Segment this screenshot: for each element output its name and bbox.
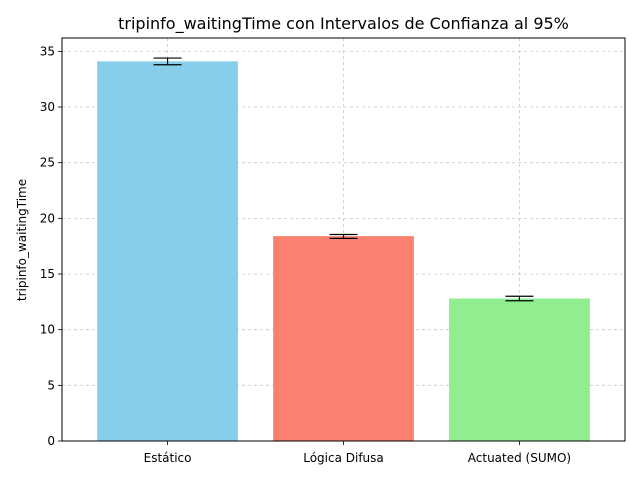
bar bbox=[97, 61, 238, 442]
y-tick-label: 25 bbox=[40, 156, 55, 170]
x-axis: Estático Lógica Difusa Actuated (SUMO) bbox=[144, 441, 571, 465]
y-tick-label: 20 bbox=[40, 211, 55, 225]
x-tick-label: Estático bbox=[144, 451, 192, 465]
x-tick-label: Actuated (SUMO) bbox=[468, 451, 571, 465]
y-tick-label: 5 bbox=[47, 378, 55, 392]
y-tick-label: 35 bbox=[40, 44, 55, 58]
x-tick-label: Lógica Difusa bbox=[303, 451, 384, 465]
bar bbox=[273, 236, 414, 441]
y-tick-label: 10 bbox=[40, 323, 55, 337]
error-bars bbox=[153, 57, 534, 302]
y-axis: 0 5 10 15 20 25 30 35 bbox=[40, 44, 62, 448]
y-tick-label: 0 bbox=[47, 434, 55, 448]
bar bbox=[449, 298, 590, 441]
y-tick-label: 15 bbox=[40, 267, 55, 281]
bars bbox=[97, 61, 590, 442]
chart-title: tripinfo_waitingTime con Intervalos de C… bbox=[118, 14, 569, 34]
y-axis-label: tripinfo_waitingTime bbox=[15, 179, 29, 301]
y-tick-label: 30 bbox=[40, 100, 55, 114]
